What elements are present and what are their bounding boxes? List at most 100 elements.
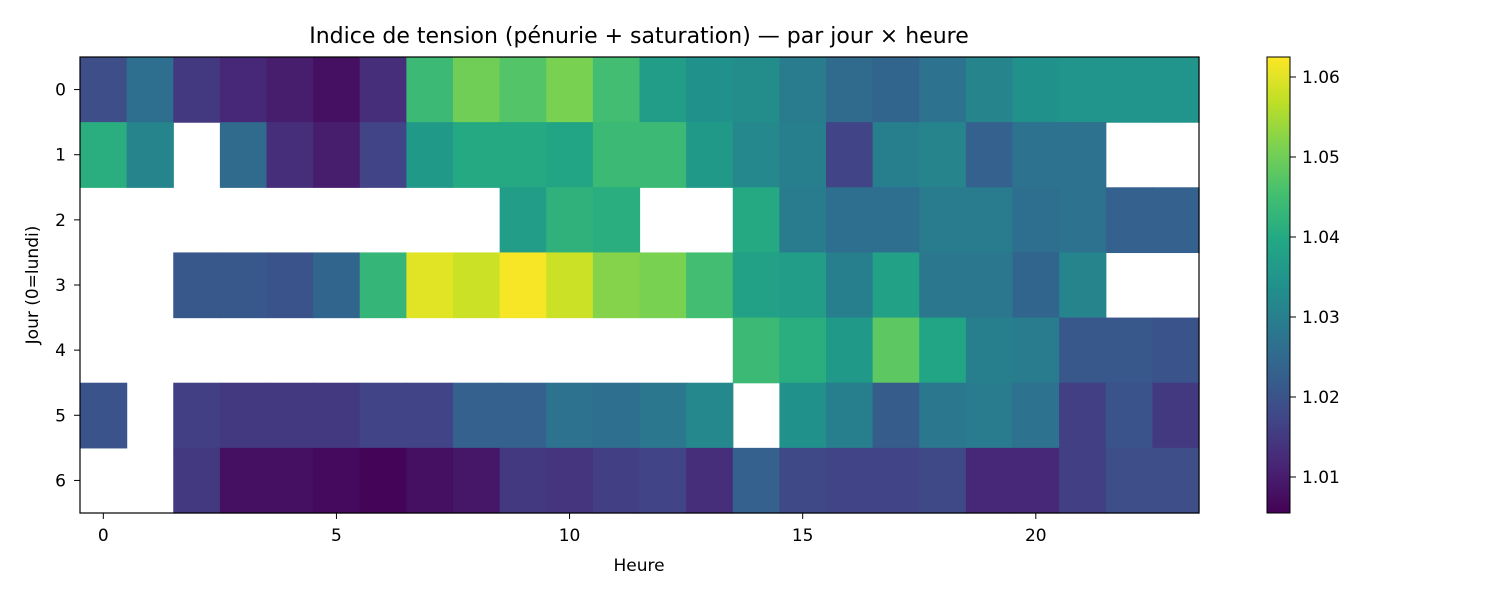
heatmap-cell — [359, 122, 407, 188]
heatmap-cell — [266, 447, 314, 514]
heatmap-cell — [173, 57, 221, 123]
heatmap-cell — [1105, 57, 1153, 123]
heatmap-cell — [406, 447, 454, 514]
heatmap-cell — [219, 122, 268, 188]
heatmap-cell — [639, 447, 687, 514]
heatmap-cell — [359, 382, 407, 449]
heatmap-cell — [779, 122, 827, 188]
heatmap-cell — [406, 252, 454, 319]
heatmap-cell — [872, 447, 920, 514]
heatmap-cell — [1152, 317, 1200, 384]
heatmap-cell — [406, 57, 454, 123]
heatmap-cell — [173, 382, 221, 449]
heatmap-cell — [826, 382, 874, 449]
heatmap-cell — [1105, 447, 1153, 514]
colorbar-tick-label: 1.02 — [1302, 388, 1340, 408]
heatmap-cell — [546, 252, 594, 319]
heatmap-cell — [359, 447, 407, 514]
heatmap-cell — [126, 122, 174, 188]
heatmap-cell — [826, 252, 874, 319]
heatmap-cell — [1059, 447, 1107, 514]
y-tick-label: 3 — [55, 276, 66, 296]
colorbar-tick-label: 1.03 — [1302, 308, 1340, 328]
heatmap-cell — [732, 57, 780, 123]
heatmap-cell — [126, 57, 174, 123]
heatmap-cell — [266, 382, 314, 449]
heatmap-cell — [80, 382, 128, 449]
heatmap-cell — [359, 57, 407, 123]
heatmap-cell — [219, 382, 268, 449]
heatmap-cell — [872, 317, 920, 384]
heatmap-cell — [453, 57, 501, 123]
heatmap-cell — [592, 382, 641, 449]
heatmap-cell — [546, 382, 594, 449]
heatmap-cell — [1152, 187, 1200, 254]
heatmap-cell — [965, 382, 1014, 449]
heatmap-cell — [546, 57, 594, 123]
heatmap-cell — [686, 122, 734, 188]
heatmap-cell — [639, 382, 687, 449]
heatmap-cell — [1105, 382, 1153, 449]
heatmap-cell — [1152, 447, 1200, 514]
heatmap-cell — [872, 382, 920, 449]
y-tick-label: 0 — [55, 81, 66, 101]
heatmap-cell — [546, 187, 594, 254]
heatmap-cell — [499, 447, 547, 514]
heatmap-cell — [1152, 57, 1200, 123]
heatmap-cell — [965, 252, 1014, 319]
heatmap-cell — [732, 317, 780, 384]
heatmap-cell — [826, 57, 874, 123]
heatmap-cell — [219, 57, 268, 123]
heatmap-cell — [639, 252, 687, 319]
heatmap-cell — [173, 447, 221, 514]
heatmap-cell — [826, 122, 874, 188]
heatmap-cell — [406, 122, 454, 188]
y-tick-label: 6 — [55, 471, 66, 491]
heatmap-cell — [686, 447, 734, 514]
heatmap-cell — [313, 57, 361, 123]
heatmap-cell — [826, 447, 874, 514]
heatmap-cell — [732, 122, 780, 188]
heatmap-cell — [266, 252, 314, 319]
heatmap-cell — [499, 382, 547, 449]
colorbar-tick-label: 1.06 — [1302, 68, 1340, 88]
heatmap-cell — [965, 317, 1014, 384]
heatmap-cell — [872, 57, 920, 123]
heatmap-cell — [406, 382, 454, 449]
heatmap-cell — [919, 122, 967, 188]
heatmap-cell — [779, 382, 827, 449]
heatmap-cell — [1012, 252, 1060, 319]
y-tick-label: 4 — [55, 341, 66, 361]
x-tick-label: 5 — [331, 526, 342, 546]
heatmap-cell — [1105, 317, 1153, 384]
heatmap-cell — [592, 252, 641, 319]
heatmap-cell — [1012, 317, 1060, 384]
heatmap-cell — [453, 382, 501, 449]
y-tick-label: 2 — [55, 211, 66, 231]
y-axis-ticks: 0 1 2 3 4 5 6 — [55, 81, 80, 491]
heatmap-cell — [779, 317, 827, 384]
heatmap-cell — [499, 122, 547, 188]
heatmap-cell — [872, 252, 920, 319]
heatmap-cell — [965, 57, 1014, 123]
colorbar-tick-label: 1.04 — [1302, 228, 1340, 248]
heatmap-cell — [80, 122, 128, 188]
heatmap-cell — [592, 187, 641, 254]
colorbar — [1266, 56, 1291, 514]
heatmap-cell — [313, 252, 361, 319]
x-tick-label: 15 — [792, 526, 814, 546]
heatmap-cell — [826, 317, 874, 384]
heatmap-cell — [499, 57, 547, 123]
heatmap-cell — [1059, 382, 1107, 449]
y-tick-label: 5 — [55, 406, 66, 426]
heatmap-cell — [546, 447, 594, 514]
x-axis-ticks: 0 5 10 15 20 — [98, 513, 1047, 546]
heatmap-cell — [919, 382, 967, 449]
heatmap-cell — [546, 122, 594, 188]
heatmap-cell — [80, 57, 128, 123]
heatmap-cell — [872, 187, 920, 254]
heatmap-cell — [965, 447, 1014, 514]
heatmap-cell — [499, 252, 547, 319]
heatmap-cell — [219, 252, 268, 319]
